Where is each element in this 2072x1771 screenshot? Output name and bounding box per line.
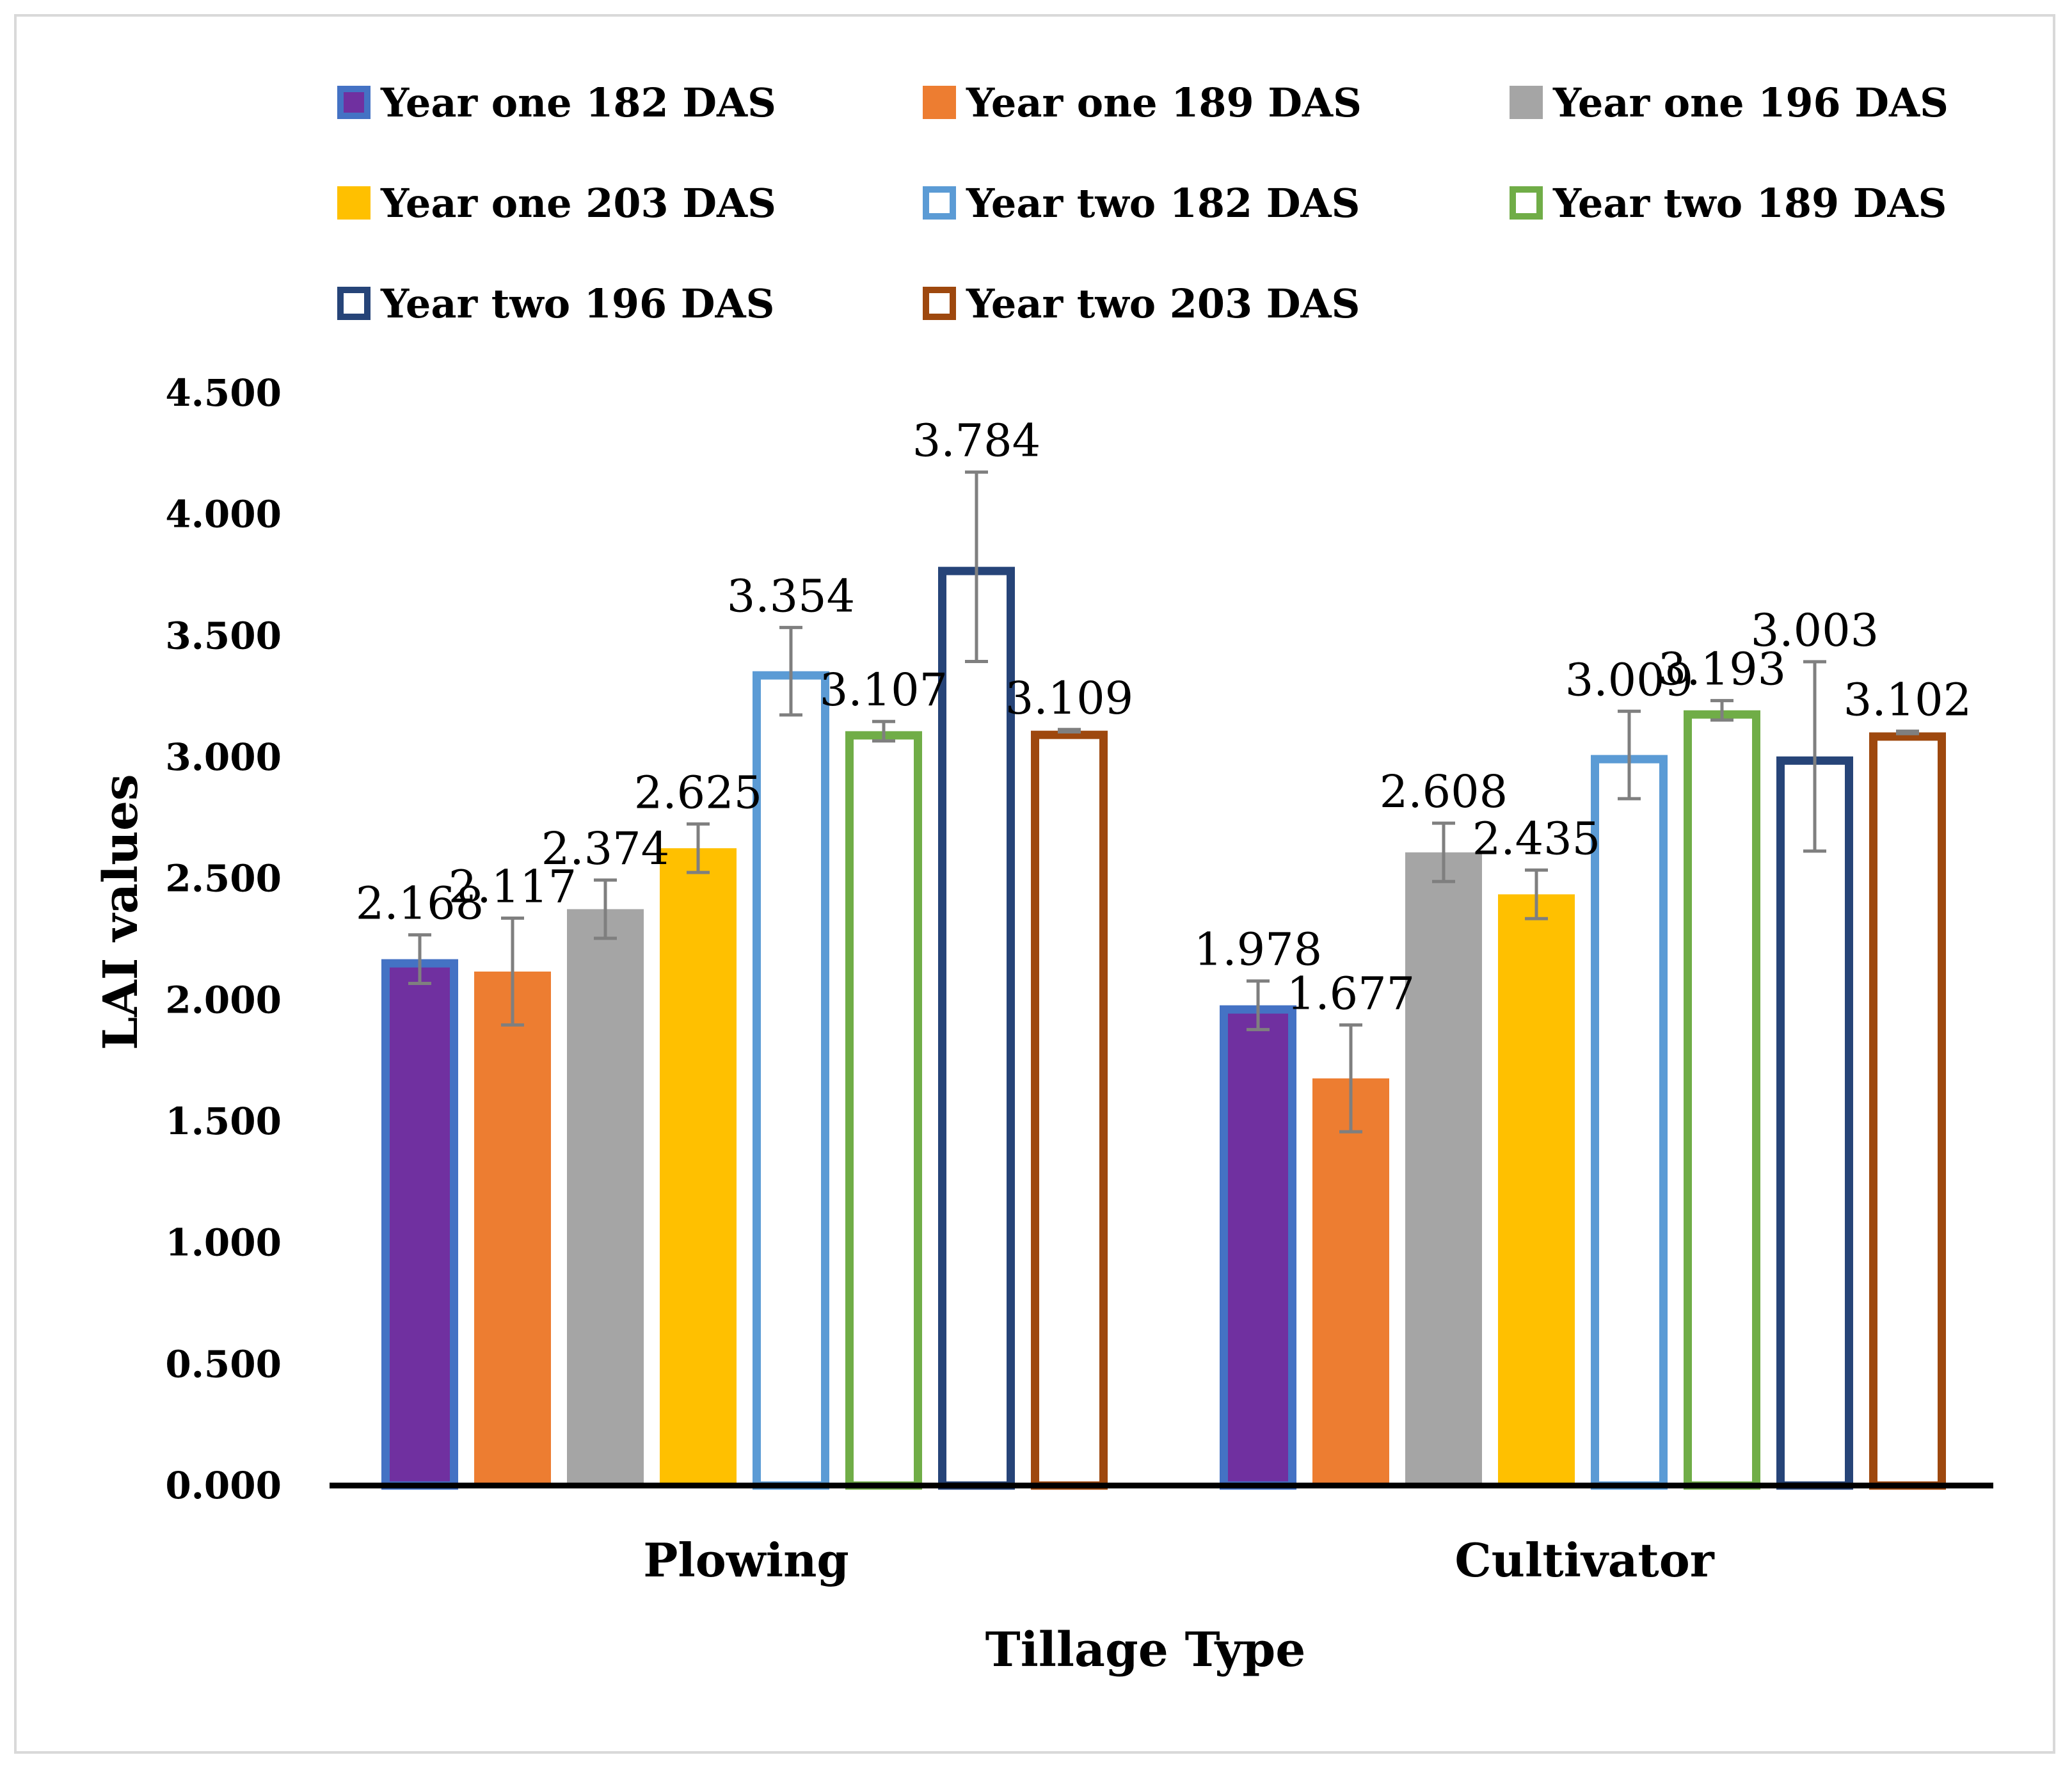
legend: Year one 182 DAS Year one 189 DAS Year one… bbox=[337, 79, 1948, 327]
data-label: 3.109 bbox=[1005, 672, 1133, 725]
legend-swatch bbox=[923, 287, 956, 320]
bar bbox=[845, 731, 922, 1490]
data-label: 3.107 bbox=[820, 664, 948, 716]
legend-swatch bbox=[923, 86, 956, 119]
legend-item: Year two 189 DAS bbox=[1510, 180, 1947, 227]
error-bars bbox=[408, 470, 1919, 1134]
bar bbox=[567, 909, 644, 1486]
bar bbox=[1220, 1005, 1296, 1490]
y-tick-label: 1.500 bbox=[165, 1100, 282, 1143]
error-bar bbox=[1247, 979, 1270, 1032]
legend-item: Year one 189 DAS bbox=[923, 79, 1362, 126]
error-bar bbox=[1896, 729, 1919, 735]
data-label: 3.102 bbox=[1844, 673, 1972, 726]
data-label: 3.009 bbox=[1565, 653, 1693, 706]
bar bbox=[1031, 730, 1108, 1490]
error-bar bbox=[594, 878, 617, 940]
data-label: 3.354 bbox=[727, 570, 855, 622]
data-label: 2.168 bbox=[356, 877, 484, 930]
legend-label: Year two 182 DAS bbox=[966, 180, 1360, 227]
y-axis-title: LAI values bbox=[93, 774, 148, 1050]
data-label: 2.608 bbox=[1380, 765, 1508, 818]
legend-label: Year two 203 DAS bbox=[966, 280, 1360, 327]
y-tick-label: 4.000 bbox=[165, 493, 282, 536]
x-axis-title: Tillage Type bbox=[985, 1623, 1306, 1678]
data-labels: 2.168 1.978 2.117 1.677 2.374 2.608 2.625 2.435… bbox=[356, 415, 1972, 1020]
data-label: 3.003 bbox=[1751, 604, 1879, 657]
y-tick-label: 2.500 bbox=[165, 857, 282, 901]
legend-label: Year two 196 DAS bbox=[380, 280, 774, 327]
data-label: 2.117 bbox=[449, 860, 577, 913]
error-bar bbox=[408, 933, 431, 986]
error-bar bbox=[1058, 728, 1081, 734]
y-tick-label: 4.500 bbox=[165, 371, 282, 415]
category-label: Cultivator bbox=[1454, 1533, 1714, 1587]
data-label: 3.193 bbox=[1658, 643, 1786, 696]
bar bbox=[1312, 1078, 1389, 1486]
bar bbox=[938, 566, 1015, 1490]
error-bar bbox=[779, 625, 802, 717]
error-bar bbox=[1803, 660, 1826, 853]
bar bbox=[1869, 732, 1946, 1490]
error-bar bbox=[1525, 868, 1548, 920]
legend-label: Year one 203 DAS bbox=[380, 180, 776, 227]
y-axis-ticks: 0.000 0.500 1.000 1.500 2.000 2.500 3.000 3.500… bbox=[165, 371, 282, 1507]
bar bbox=[474, 971, 551, 1486]
error-bar bbox=[1339, 1023, 1362, 1134]
legend-swatch bbox=[1510, 186, 1543, 220]
y-tick-label: 3.000 bbox=[165, 735, 282, 779]
data-label: 2.374 bbox=[541, 822, 669, 875]
bar bbox=[1405, 852, 1482, 1486]
error-bar bbox=[501, 916, 524, 1027]
legend-swatch bbox=[1510, 86, 1543, 119]
category-labels: Plowing Cultivator bbox=[643, 1533, 1714, 1587]
data-label: 1.677 bbox=[1287, 967, 1415, 1020]
data-label: 2.435 bbox=[1472, 812, 1600, 865]
y-tick-label: 0.000 bbox=[165, 1464, 282, 1507]
bar bbox=[753, 671, 829, 1490]
category-label: Plowing bbox=[643, 1533, 849, 1587]
y-tick-label: 1.000 bbox=[165, 1221, 282, 1265]
error-bar bbox=[687, 822, 710, 874]
bar bbox=[1498, 894, 1575, 1486]
error-bar bbox=[1432, 821, 1455, 883]
y-tick-label: 3.500 bbox=[165, 614, 282, 657]
legend-item: Year two 203 DAS bbox=[923, 280, 1360, 327]
data-label: 3.784 bbox=[912, 415, 1040, 467]
y-tick-label: 2.000 bbox=[165, 978, 282, 1022]
legend-item: Year two 196 DAS bbox=[337, 280, 774, 327]
legend-swatch bbox=[337, 287, 371, 320]
legend-item: Year two 182 DAS bbox=[923, 180, 1360, 227]
error-bar bbox=[1710, 699, 1733, 722]
legend-item: Year one 203 DAS bbox=[337, 180, 776, 227]
bar bbox=[1591, 755, 1668, 1490]
bar bbox=[381, 959, 458, 1490]
error-bar bbox=[1618, 709, 1641, 801]
error-bar bbox=[965, 470, 988, 664]
y-tick-label: 0.500 bbox=[165, 1342, 282, 1386]
legend-label: Year one 182 DAS bbox=[380, 79, 776, 126]
legend-swatch bbox=[923, 186, 956, 220]
legend-swatch bbox=[337, 186, 371, 220]
bars bbox=[381, 566, 1946, 1490]
legend-item: Year one 182 DAS bbox=[337, 79, 776, 126]
data-label: 1.978 bbox=[1194, 924, 1322, 976]
legend-swatch bbox=[337, 86, 371, 119]
legend-label: Year one 196 DAS bbox=[1552, 79, 1948, 126]
bar bbox=[1684, 710, 1760, 1490]
legend-label: Year one 189 DAS bbox=[966, 79, 1362, 126]
bar bbox=[660, 848, 737, 1486]
legend-label: Year two 189 DAS bbox=[1552, 180, 1947, 227]
data-label: 2.625 bbox=[634, 766, 762, 819]
bar bbox=[1776, 756, 1853, 1490]
error-bar bbox=[872, 719, 895, 743]
legend-item: Year one 196 DAS bbox=[1510, 79, 1948, 126]
